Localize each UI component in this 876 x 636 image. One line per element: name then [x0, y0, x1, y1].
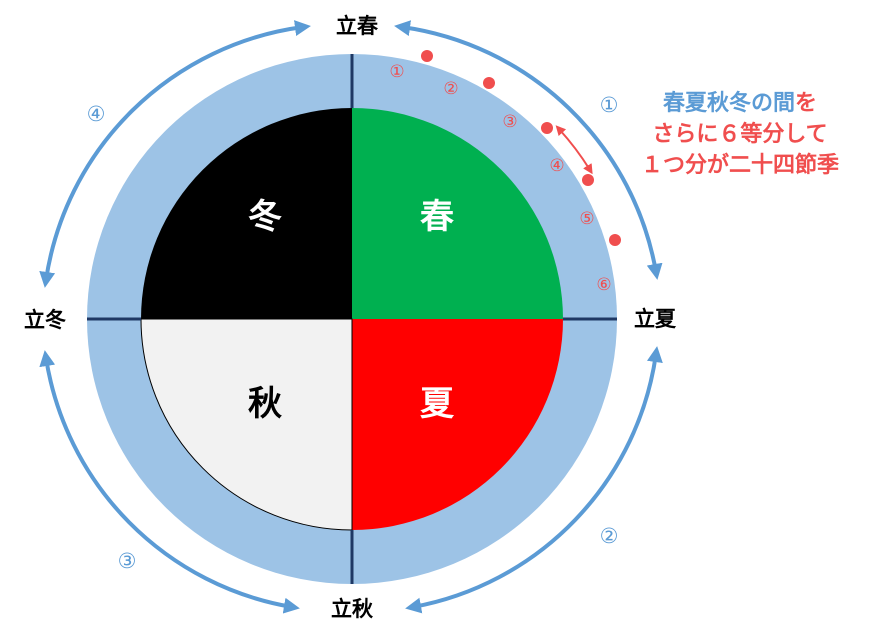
arrow-spring-period [394, 20, 663, 280]
winter-label: 冬 [248, 197, 282, 237]
rittou-label: 立冬 [24, 308, 66, 332]
note-line-1: 春夏秋冬の間を [663, 90, 817, 116]
division-dot [421, 50, 433, 62]
sub-label-1: ① [389, 62, 404, 82]
summer-label: 夏 [420, 384, 455, 424]
arrow-summer-period [405, 346, 663, 614]
note-line-1-red: を [795, 91, 817, 116]
division-dot [609, 234, 621, 246]
note-line-1-blue: 春夏秋冬の間 [663, 90, 795, 116]
spring-label: 春 [420, 197, 454, 237]
arrow-autumn-period [39, 350, 300, 614]
explanation-note: 春夏秋冬の間を さらに６等分して １つ分が二十四節季 [641, 90, 839, 178]
period-arrows [39, 20, 663, 614]
division-dot [582, 174, 594, 186]
division-dots [421, 50, 621, 246]
risshu-label: 立秋 [331, 597, 374, 621]
period-label-3: ③ [118, 549, 137, 573]
sub-label-5: ⑤ [579, 209, 594, 229]
arrow-winter-period [39, 20, 311, 288]
note-line-3: １つ分が二十四節季 [641, 152, 839, 178]
risshun-label: 立春 [336, 14, 379, 38]
sub-label-4: ④ [549, 156, 564, 176]
period-label-2: ② [600, 524, 619, 548]
axis-lines [87, 54, 617, 584]
sub-label-2: ② [443, 79, 458, 99]
division-dot [483, 77, 495, 89]
sub-label-3: ③ [502, 112, 517, 132]
autumn-label: 秋 [248, 384, 282, 424]
division-dot [541, 122, 553, 134]
sub-label-6: ⑥ [596, 275, 611, 295]
period-label-4: ④ [87, 102, 106, 126]
note-line-2: さらに６等分して [652, 121, 827, 147]
rikka-label: 立夏 [634, 307, 677, 331]
period-label-1: ① [600, 93, 619, 117]
division-span-arrow [555, 125, 593, 175]
